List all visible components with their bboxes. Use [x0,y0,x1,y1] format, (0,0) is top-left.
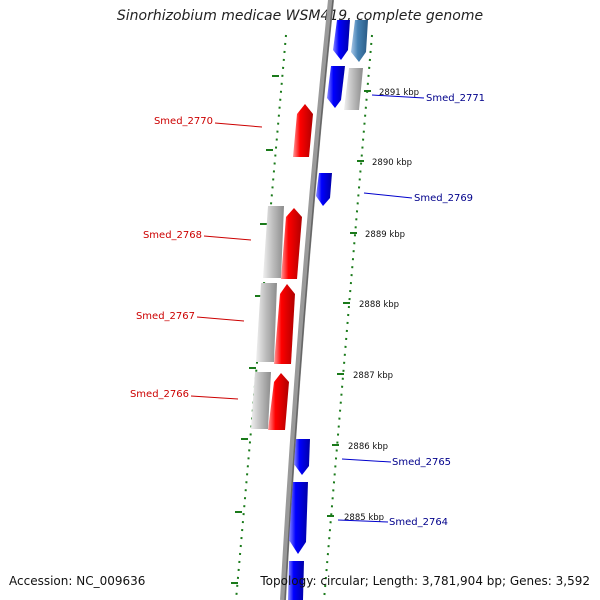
left-tick-track [235,34,287,600]
kbp-label-2888: 2888 kbp [359,300,399,310]
gene-smed-2770[interactable] [293,104,313,157]
kbp-label-2890: 2890 kbp [372,158,412,168]
right-tick-track [323,34,373,600]
kbp-label-2887: 2887 kbp [353,371,393,381]
gene-smed-2766-gray[interactable] [251,372,271,429]
gene-smed-2769[interactable] [316,173,332,206]
map-title: Sinorhizobium medicae WSM419, complete g… [116,8,484,24]
gene-smed-2768-red[interactable] [281,208,302,279]
genome-backbone [280,0,334,600]
gene-top-blue-1[interactable] [333,20,350,60]
gene-label-smed-2766[interactable]: Smed_2766 [130,389,189,400]
gene-smed-2764[interactable] [289,482,308,554]
accession-text: Accession: NC_009636 [9,574,146,588]
gene-label-smed-2765[interactable]: Smed_2765 [392,457,451,468]
gene-label-smed-2768[interactable]: Smed_2768 [143,230,202,241]
gene-smed-2767-red[interactable] [274,284,295,364]
gene-label-smed-2770[interactable]: Smed_2770 [154,116,213,127]
gene-smed-2771-gray[interactable] [344,68,363,110]
gene-smed-2768-gray[interactable] [263,206,284,278]
gene-label-smed-2764[interactable]: Smed_2764 [389,517,448,528]
genome-backbone-shade [284,0,334,600]
leader-lines-red [190,122,263,400]
kbp-label-2886: 2886 kbp [348,442,388,452]
gene-label-smed-2769[interactable]: Smed_2769 [414,193,473,204]
gene-top-steel[interactable] [351,20,368,62]
gene-bottom-blue[interactable] [288,561,304,600]
gene-smed-2766-red[interactable] [268,373,289,430]
kbp-label-2891: 2891 kbp [379,88,419,98]
kbp-ticks [327,90,371,517]
kbp-label-2889: 2889 kbp [365,230,405,240]
gene-label-smed-2767[interactable]: Smed_2767 [136,311,195,322]
kbp-label-2885: 2885 kbp [344,513,384,523]
genome-summary-text: Topology: circular; Length: 3,781,904 bp… [260,574,590,588]
gene-smed-2771-blue[interactable] [327,66,345,108]
gene-label-smed-2771[interactable]: Smed_2771 [426,93,485,104]
leader-lines-blue [337,94,425,523]
gene-smed-2765[interactable] [294,439,310,475]
gene-smed-2767-gray[interactable] [256,283,277,362]
